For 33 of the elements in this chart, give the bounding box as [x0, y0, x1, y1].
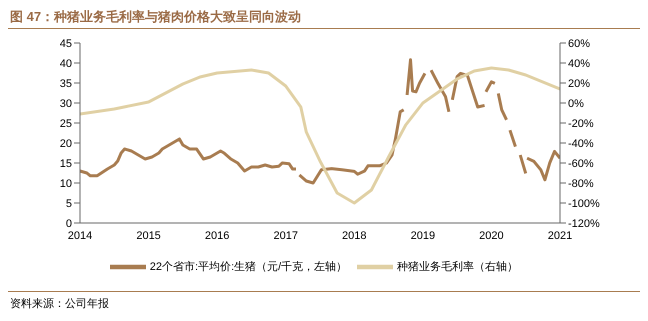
y2-tick-label: -80% [568, 178, 594, 190]
x-tick-label: 2015 [136, 230, 161, 242]
y2-tick-label: 0% [568, 98, 584, 110]
y2-tick-label: -100% [568, 198, 600, 210]
y2-tick-label: 60% [568, 38, 590, 50]
legend-label: 22个省市:平均价:生猪（元/千克，左轴） [150, 260, 348, 273]
line-series [80, 66, 560, 204]
y2-tick-label: -20% [568, 118, 594, 130]
chart-title: 图 47：种猪业务毛利率与猪肉价格大致呈同向波动 [9, 8, 302, 26]
legend-label: 种猪业务毛利率（右轴） [397, 260, 518, 273]
x-tick-label: 2016 [204, 230, 230, 242]
y-tick-label: 45 [60, 38, 72, 50]
y-tick-label: 20 [60, 138, 72, 150]
y-tick-label: 5 [66, 198, 72, 210]
x-tick-label: 2017 [273, 230, 298, 242]
y-tick-label: 30 [60, 98, 72, 110]
x-tick-label: 2020 [479, 230, 504, 242]
x-tick-label: 2014 [68, 230, 92, 242]
x-tick-label: 2021 [548, 230, 572, 242]
y2-tick-label: 40% [568, 58, 590, 70]
y-tick-label: 15 [60, 158, 72, 170]
y-tick-label: 35 [60, 78, 72, 90]
text: 资料来源：公司年报 [9, 297, 110, 311]
y-tick-label: 25 [60, 118, 72, 130]
y-tick-label: 0 [66, 218, 72, 230]
x-tick-label: 2019 [410, 230, 436, 242]
y2-tick-label: -120% [568, 218, 600, 230]
x-tick-label: 2018 [342, 230, 367, 242]
y2-tick-label: -40% [568, 138, 594, 150]
y-tick-label: 40 [60, 58, 72, 70]
y-tick-label: 10 [60, 178, 72, 190]
y2-tick-label: 20% [568, 78, 590, 90]
y2-tick-label: -60% [568, 158, 594, 170]
